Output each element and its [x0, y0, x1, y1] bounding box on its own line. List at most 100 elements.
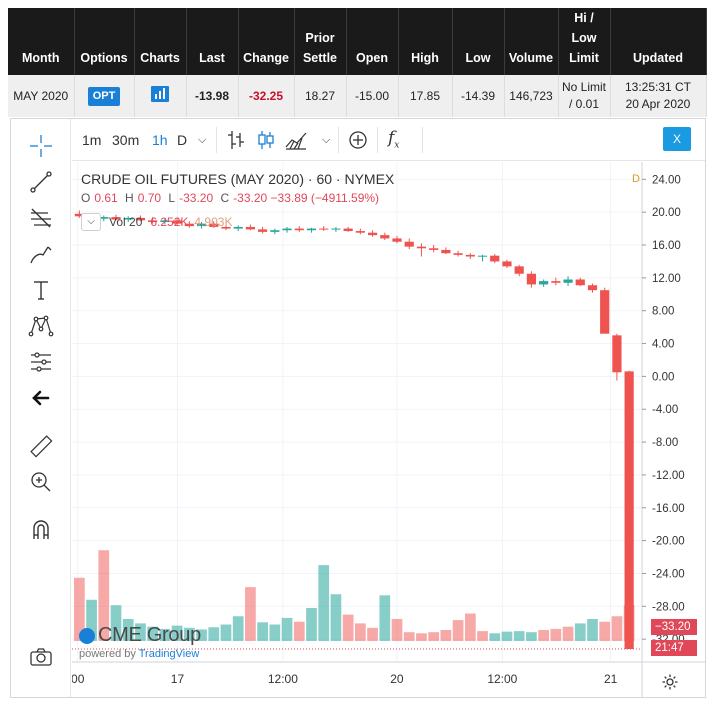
indicators-icon[interactable] [284, 129, 310, 150]
cme-brand: CME Group [98, 624, 201, 646]
cell-updated-time: 13:25:31 CT [624, 80, 692, 94]
price-tick-label: 4.00 [652, 339, 674, 351]
compare-add-icon[interactable] [347, 129, 369, 149]
crosshair-icon[interactable] [25, 131, 57, 161]
volume-bar [330, 594, 342, 641]
candle-body [99, 217, 109, 219]
volume-bar [403, 632, 415, 641]
volume-bar [245, 587, 256, 641]
time-tick-label: 12:00 [487, 672, 517, 686]
header-prior-settle-line1: Prior [305, 31, 335, 45]
interval-30m[interactable]: 30m [112, 132, 140, 148]
volume-bar [110, 605, 122, 641]
fib-retracement-icon[interactable] [25, 203, 57, 233]
interval-d[interactable]: D [177, 132, 188, 148]
volume-bar [196, 629, 207, 641]
candle-body [184, 223, 194, 227]
price-tick-label: 16.00 [652, 240, 681, 252]
volume-bar [135, 623, 146, 641]
volume-bar [318, 565, 330, 641]
text-tool-icon[interactable] [25, 275, 57, 305]
cell-limit-line1: No Limit [561, 80, 606, 94]
back-arrow-icon[interactable] [25, 383, 57, 413]
chart-widget: 1m 30m 1h D ⌵ ⌵ fx X 24.00 20.00 16.00 12.0… [10, 118, 706, 698]
volume-bar [306, 608, 317, 641]
volume-bar [526, 632, 537, 641]
candle-body [221, 226, 231, 229]
volume-bar [550, 628, 562, 641]
volume-bar [355, 623, 366, 641]
ohlc-legend: O 0.61 H 0.70 L -33.20 C -33.20 −33.89 (−491… [81, 191, 383, 205]
bar-chart-icon[interactable] [151, 85, 169, 102]
candle-body [453, 253, 463, 255]
candle-body [148, 220, 158, 223]
camera-icon[interactable] [25, 642, 57, 672]
header-updated: Updated [610, 8, 707, 75]
magnet-icon[interactable] [25, 515, 57, 545]
header-limit-line2: Low [571, 31, 597, 45]
volume-bar [183, 627, 195, 641]
candle-body [441, 249, 451, 254]
volume-bar [477, 631, 488, 641]
volume-bar [232, 616, 244, 641]
legend-low-key: L [168, 191, 176, 205]
interval-chevron-down-icon[interactable]: ⌵ [198, 134, 207, 146]
trendline-icon[interactable] [25, 167, 57, 197]
powered-prefix: powered by [79, 648, 136, 660]
interval-1m[interactable]: 1m [82, 132, 102, 148]
volume-bar [562, 626, 574, 641]
volume-bar [489, 633, 501, 641]
header-volume: Volume [504, 8, 559, 75]
volume-bar [86, 599, 97, 641]
header-options: Options [74, 8, 135, 75]
volume-bar [208, 627, 220, 641]
toolbar-divider [377, 127, 378, 153]
pattern-icon[interactable] [25, 311, 57, 341]
candle-body [392, 238, 402, 242]
header-last: Last [186, 8, 239, 75]
volume-bar [147, 626, 159, 641]
candles-style-icon[interactable] [256, 129, 276, 149]
forecast-icon[interactable] [25, 347, 57, 377]
zoom-icon[interactable] [25, 467, 57, 497]
drawing-toolbar [11, 119, 71, 697]
candle-body [306, 228, 317, 231]
brush-icon[interactable] [25, 239, 57, 269]
candle-body [416, 246, 427, 249]
options-button[interactable]: OPT [87, 86, 121, 106]
bar-style-icon[interactable] [226, 129, 246, 149]
dividend-flag: D [632, 173, 640, 185]
settings-gear-icon[interactable] [661, 673, 679, 696]
close-button[interactable]: X [663, 127, 691, 151]
legend-collapse-chevron-icon[interactable]: ⌵ [81, 213, 101, 231]
cell-low: -14.39 [452, 75, 505, 117]
header-open: Open [346, 8, 399, 75]
volume-label: Vol 20 [109, 215, 143, 229]
candle-body [282, 228, 292, 231]
candle-body [123, 217, 133, 220]
header-month: Month [8, 8, 75, 75]
interval-1h[interactable]: 1h [152, 132, 168, 148]
header-prior-settle: Prior Settle [294, 8, 347, 75]
cell-open: -15.00 [346, 75, 399, 117]
volume-bar [391, 619, 403, 641]
volume-value: 6.252K [150, 215, 189, 229]
header-limit-line3: Limit [569, 51, 599, 65]
last-price-badge: −33.20 [651, 619, 697, 635]
indicators-chevron-down-icon[interactable]: ⌵ [322, 134, 331, 146]
candle-body [502, 261, 512, 267]
candle-body [612, 335, 622, 373]
time-tick-label: 17 [171, 672, 185, 686]
function-icon[interactable]: fx [388, 128, 400, 151]
volume-bar [293, 621, 305, 641]
candle-body [429, 248, 439, 250]
volume-legend: ⌵ Vol 20 6.252K 4.903K [81, 213, 232, 231]
price-tick-label: -20.00 [652, 536, 685, 548]
volume-bar [220, 624, 232, 641]
candle-body [74, 213, 84, 217]
price-chart[interactable]: 24.00 20.00 16.00 12.00 8.00 4.00 0.00 -4.00 -8.… [72, 162, 705, 697]
candle-body [587, 285, 598, 291]
ruler-icon[interactable] [25, 431, 57, 461]
candle-body [404, 241, 414, 247]
toolbar-divider [338, 127, 339, 153]
